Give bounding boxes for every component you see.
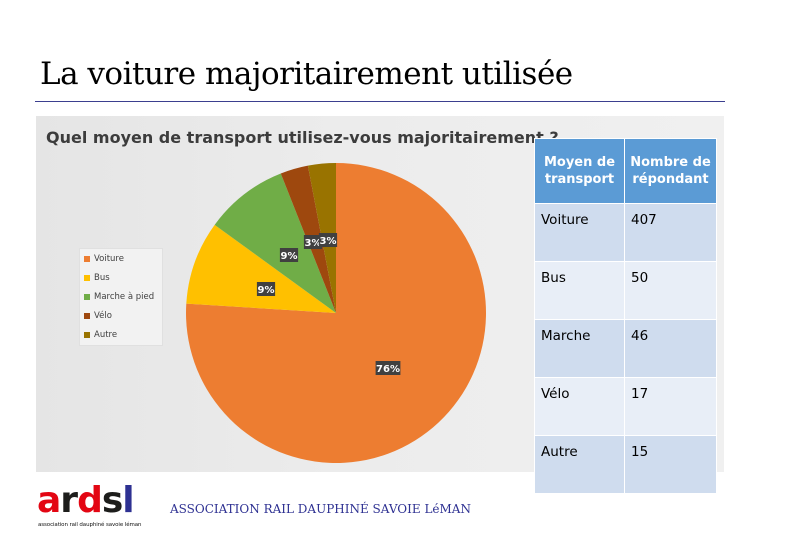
title-divider — [35, 101, 725, 102]
data-label-box — [256, 282, 276, 296]
legend-label: Autre — [94, 330, 118, 340]
table-cell-count: 15 — [624, 435, 717, 494]
legend-label: Vélo — [94, 311, 112, 321]
legend-item-bus: Bus — [84, 273, 110, 283]
data-label: 9% — [281, 251, 298, 262]
logo-tagline: association rail dauphiné savoie léman — [38, 522, 142, 528]
table-cell-count: 50 — [624, 261, 717, 320]
pie-slice-marche-pied — [214, 173, 336, 313]
table-row: Bus 50 — [534, 261, 717, 320]
logo-letter: r — [60, 480, 78, 521]
legend-item-voiture: Voiture — [84, 254, 124, 264]
table-cell-count: 407 — [624, 203, 717, 262]
legend-swatch — [84, 294, 90, 300]
ardsl-logo: ardsl association rail dauphiné savoie l… — [37, 480, 142, 534]
data-label: 9% — [258, 285, 275, 296]
table-cell-count: 46 — [624, 319, 717, 378]
slide-title: La voiture majoritairement utilisée — [40, 56, 573, 92]
logo-letter: d — [77, 480, 103, 521]
legend-item-marche: Marche à pied — [84, 292, 154, 302]
data-label: 3% — [305, 238, 322, 249]
table-header-row: Moyen de transport Nombre de répondant — [534, 138, 717, 204]
organization-name: ASSOCIATION RAIL DAUPHINÉ SAVOIE LéMAN — [170, 502, 471, 516]
table-row: Autre 15 — [534, 435, 717, 494]
table-row: Vélo 17 — [534, 377, 717, 436]
legend-swatch — [84, 332, 90, 338]
table-cell-mode: Autre — [534, 435, 625, 494]
chart-legend: Voiture Bus Marche à pied Vélo Autre — [79, 248, 163, 346]
legend-swatch — [84, 256, 90, 262]
table-cell-count: 17 — [624, 377, 717, 436]
data-label-box — [303, 235, 323, 249]
table-cell-mode: Voiture — [534, 203, 625, 262]
table-header-count: Nombre de répondant — [624, 138, 717, 204]
logo-wordmark: ardsl — [37, 480, 135, 522]
table-header-mode: Moyen de transport — [534, 138, 625, 204]
data-label-box — [375, 361, 401, 375]
legend-label: Marche à pied — [94, 292, 155, 302]
data-label: 3% — [320, 236, 337, 247]
data-label-box — [279, 248, 299, 262]
logo-letter: l — [122, 480, 134, 521]
logo-letter: s — [101, 480, 123, 521]
legend-swatch — [84, 313, 90, 319]
chart-title: Quel moyen de transport utilisez-vous ma… — [46, 128, 559, 147]
legend-label: Bus — [94, 273, 110, 283]
data-label-box — [318, 233, 338, 247]
table-row: Marche 46 — [534, 319, 717, 378]
legend-swatch — [84, 275, 90, 281]
legend-item-autre: Autre — [84, 330, 117, 340]
table-cell-mode: Vélo — [534, 377, 625, 436]
logo-letter: a — [37, 480, 61, 521]
pie-slice-voiture — [186, 163, 487, 463]
table-cell-mode: Bus — [534, 261, 625, 320]
table-cell-mode: Marche — [534, 319, 625, 378]
data-label: 76% — [376, 364, 400, 375]
table-row: Voiture 407 — [534, 203, 717, 262]
pie-slice-bus — [186, 224, 336, 313]
legend-label: Voiture — [94, 254, 124, 264]
legend-item-velo: Vélo — [84, 311, 112, 321]
respondents-table: Moyen de transport Nombre de répondant V… — [534, 138, 717, 494]
